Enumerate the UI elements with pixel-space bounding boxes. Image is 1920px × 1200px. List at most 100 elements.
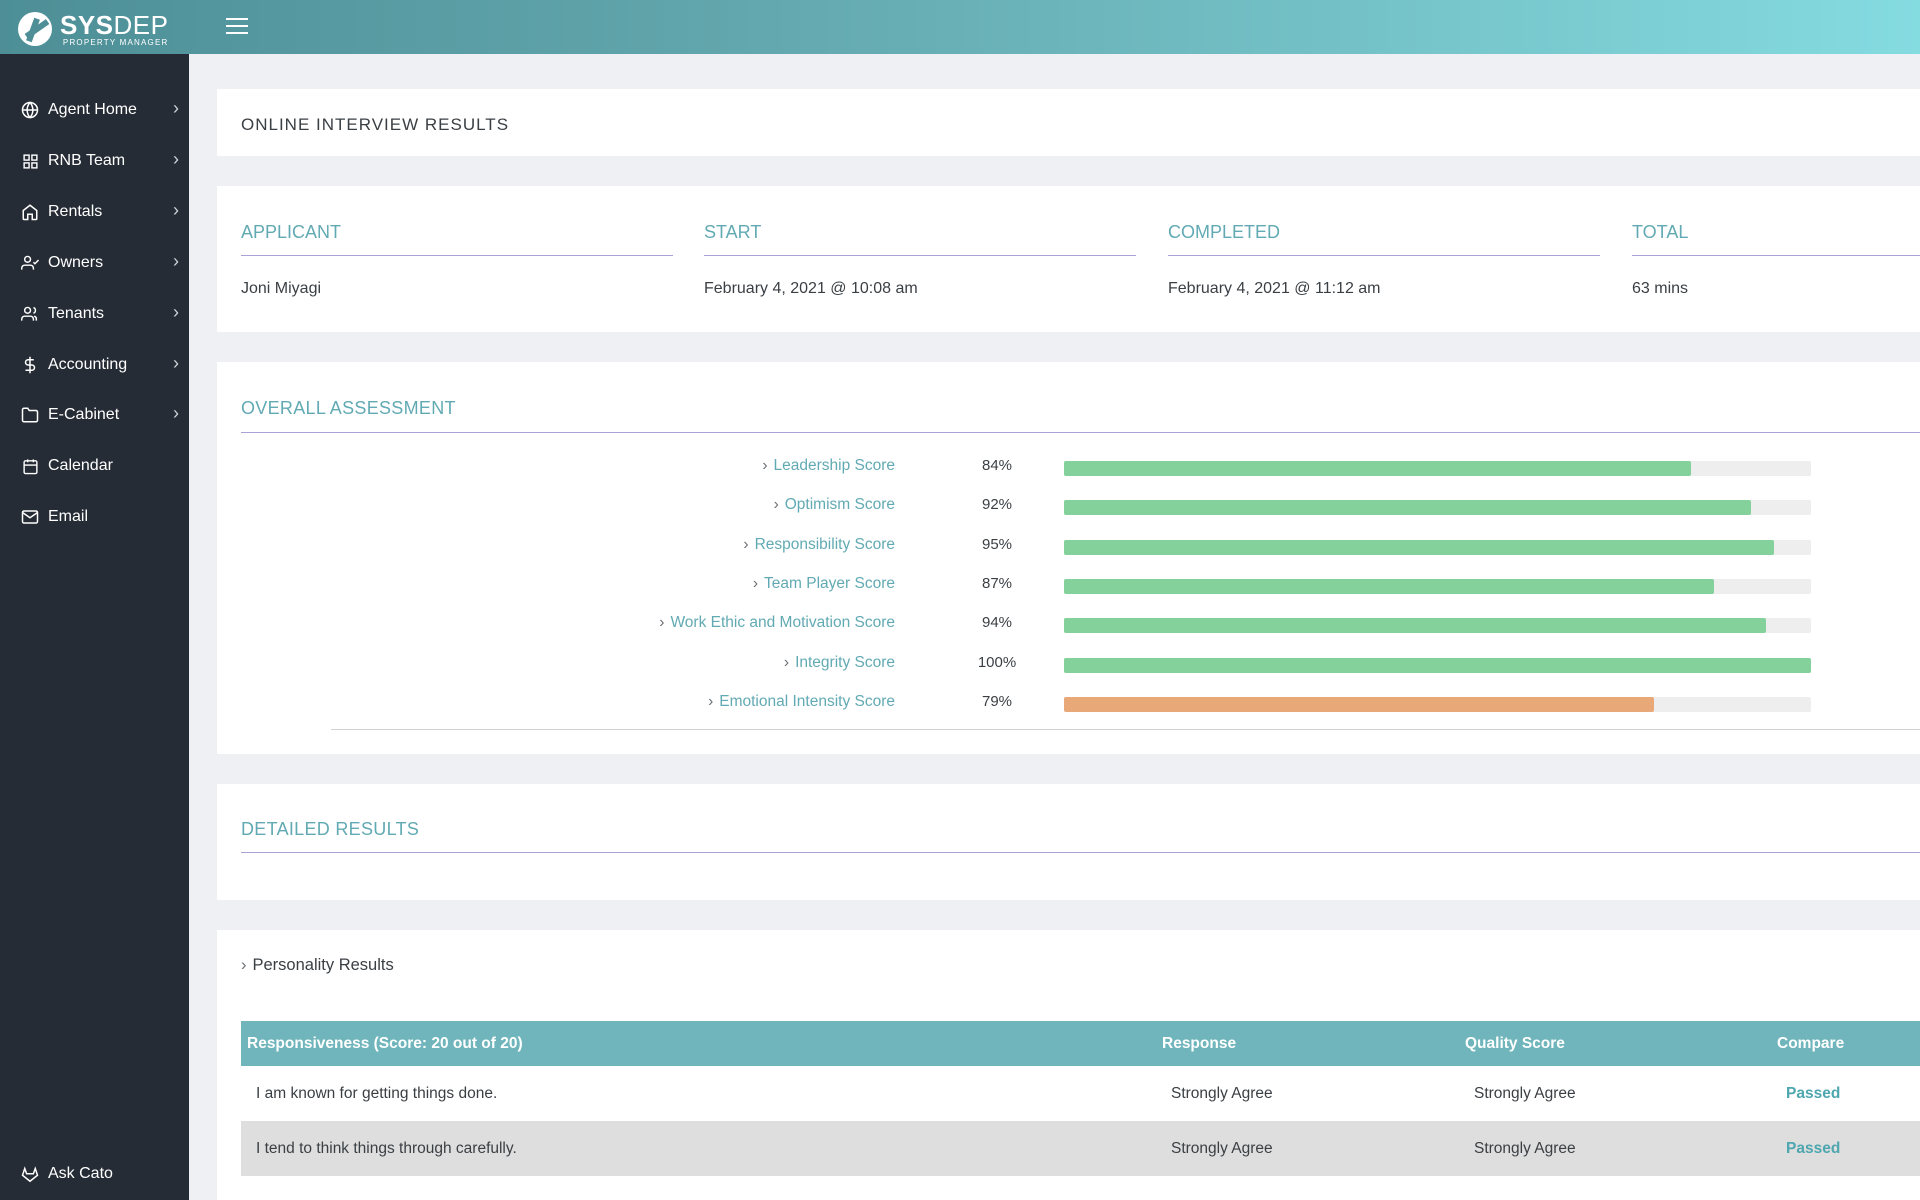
brand-tagline: PROPERTY MANAGER	[62, 37, 169, 47]
start-value: February 4, 2021 @ 10:08 am	[704, 280, 918, 297]
score-percent: 94%	[981, 614, 1013, 631]
quality-cell: Strongly Agree	[1459, 1121, 1771, 1176]
sidebar-item-tenants[interactable]: Tenants ›	[0, 294, 189, 334]
menu-toggle-icon[interactable]	[226, 18, 248, 35]
sidebar-item-label: Tenants	[48, 305, 105, 322]
ask-cato-label: Ask Cato	[48, 1165, 113, 1182]
score-label[interactable]: › Optimism Score	[774, 496, 895, 514]
completed-value: February 4, 2021 @ 11:12 am	[1168, 280, 1381, 297]
sidebar-item-agent-home[interactable]: Agent Home ›	[0, 90, 189, 130]
chevron-right-icon: ›	[762, 457, 768, 474]
score-label-text: Optimism Score	[784, 496, 895, 513]
sidebar-item-owners[interactable]: Owners ›	[0, 243, 189, 283]
response-cell: Strongly Agree	[1156, 1121, 1459, 1176]
total-heading: TOTAL	[1632, 186, 1920, 256]
score-row: › Optimism Score 92%	[217, 492, 1920, 520]
score-label-text: Leadership Score	[773, 457, 896, 474]
score-bar-fill	[1064, 618, 1767, 633]
overall-assessment-card: OVERALL ASSESSMENT › Leadership Score 84% ›…	[217, 362, 1920, 754]
sidebar-item-label: Accounting	[48, 356, 128, 373]
dollar-icon	[20, 355, 40, 375]
score-row: › Leadership Score 84%	[217, 453, 1920, 481]
top-bar: SYSDEP PROPERTY MANAGER	[0, 0, 1920, 54]
user-check-icon	[20, 253, 40, 273]
score-bar-fill	[1064, 697, 1655, 712]
total-value: 63 mins	[1632, 280, 1689, 297]
chevron-right-icon: ›	[773, 496, 779, 513]
score-percent: 87%	[981, 575, 1013, 592]
score-bar-track	[1064, 697, 1811, 712]
sidebar: Agent Home › RNB Team › Rentals › Owners…	[0, 54, 189, 1200]
section-divider	[241, 852, 1920, 853]
section-divider	[241, 432, 1920, 433]
response-cell: Strongly Agree	[1171, 1084, 1273, 1102]
question-cell: I am known for getting things done.	[256, 1084, 498, 1102]
score-label-text: Work Ethic and Motivation Score	[670, 614, 895, 631]
score-label[interactable]: › Leadership Score	[762, 457, 895, 475]
grid-icon	[20, 151, 40, 171]
score-row: › Integrity Score 100%	[217, 650, 1920, 678]
sidebar-item-rnb-team[interactable]: RNB Team ›	[0, 141, 189, 181]
score-row: › Work Ethic and Motivation Score 94%	[217, 610, 1920, 638]
table-header-compare: Compare	[1771, 1021, 1920, 1066]
score-row: › Emotional Intensity Score 79%	[217, 689, 1920, 717]
chevron-right-icon: ›	[783, 654, 790, 671]
applicant-heading: APPLICANT	[241, 186, 673, 256]
sidebar-item-e-cabinet[interactable]: E-Cabinet ›	[0, 395, 189, 435]
info-total: TOTAL 63 mins	[1632, 186, 1920, 298]
chevron-right-icon: ›	[173, 98, 179, 118]
personality-results-toggle[interactable]: › Personality Results	[241, 956, 394, 975]
brand-logo[interactable]: SYSDEP PROPERTY MANAGER	[18, 10, 169, 48]
folder-icon	[20, 405, 40, 425]
chevron-right-icon: ›	[241, 956, 247, 974]
sidebar-item-accounting[interactable]: Accounting ›	[0, 345, 189, 385]
score-percent: 92%	[981, 496, 1013, 513]
brand-name-bold: SYS	[60, 9, 114, 40]
table-header-question: Responsiveness (Score: 20 out of 20)	[241, 1021, 1156, 1066]
sidebar-item-rentals[interactable]: Rentals ›	[0, 192, 189, 232]
score-label[interactable]: › Team Player Score	[753, 575, 895, 593]
page-title: ONLINE INTERVIEW RESULTS	[241, 115, 510, 134]
title-card: ONLINE INTERVIEW RESULTS	[217, 89, 1920, 156]
home-icon	[20, 202, 40, 222]
sidebar-item-label: E-Cabinet	[48, 406, 120, 423]
table-row: I am known for getting things done. Stro…	[241, 1066, 1920, 1121]
score-bar-track	[1064, 658, 1811, 673]
sidebar-item-email[interactable]: Email	[0, 497, 189, 537]
personality-results-label: Personality Results	[252, 956, 394, 974]
chevron-right-icon: ›	[173, 251, 179, 271]
score-bar-track	[1064, 540, 1811, 555]
sidebar-item-label: Owners	[48, 254, 104, 271]
chevron-right-icon: ›	[173, 149, 179, 169]
sidebar-item-label: RNB Team	[48, 152, 126, 169]
score-bar-fill	[1064, 579, 1714, 594]
score-label[interactable]: › Responsibility Score	[743, 536, 895, 554]
chevron-right-icon: ›	[173, 353, 179, 373]
score-label[interactable]: › Work Ethic and Motivation Score	[659, 614, 895, 632]
ask-cato-button[interactable]: Ask Cato	[0, 1154, 189, 1194]
score-label[interactable]: › Integrity Score	[784, 654, 895, 672]
score-label[interactable]: › Emotional Intensity Score	[708, 693, 895, 711]
personality-results-card: › Personality Results Responsiveness (Sco…	[217, 930, 1920, 1200]
score-bar-track	[1064, 461, 1811, 476]
info-completed: COMPLETED February 4, 2021 @ 11:12 am	[1168, 186, 1600, 298]
score-label-text: Responsibility Score	[754, 536, 895, 553]
sidebar-item-label: Agent Home	[48, 101, 137, 118]
detailed-results-heading: DETAILED RESULTS	[241, 819, 420, 839]
calendar-icon	[20, 456, 40, 476]
sidebar-item-label: Rentals	[48, 203, 103, 220]
chevron-right-icon: ›	[708, 693, 714, 710]
score-bar-track	[1064, 579, 1811, 594]
score-row: › Team Player Score 87%	[217, 571, 1920, 599]
chevron-right-icon: ›	[752, 575, 759, 592]
score-percent: 95%	[981, 536, 1013, 553]
info-start: START February 4, 2021 @ 10:08 am	[704, 186, 1136, 298]
chevron-right-icon: ›	[173, 302, 179, 322]
table-header-quality: Quality Score	[1459, 1021, 1771, 1066]
interview-info-card: APPLICANT Joni Miyagi START February 4, …	[217, 186, 1920, 332]
globe-icon	[20, 100, 40, 120]
score-bar-fill	[1064, 658, 1811, 673]
sidebar-item-calendar[interactable]: Calendar	[0, 446, 189, 486]
chevron-right-icon: ›	[173, 403, 179, 423]
quality-cell: Strongly Agree	[1474, 1084, 1576, 1102]
